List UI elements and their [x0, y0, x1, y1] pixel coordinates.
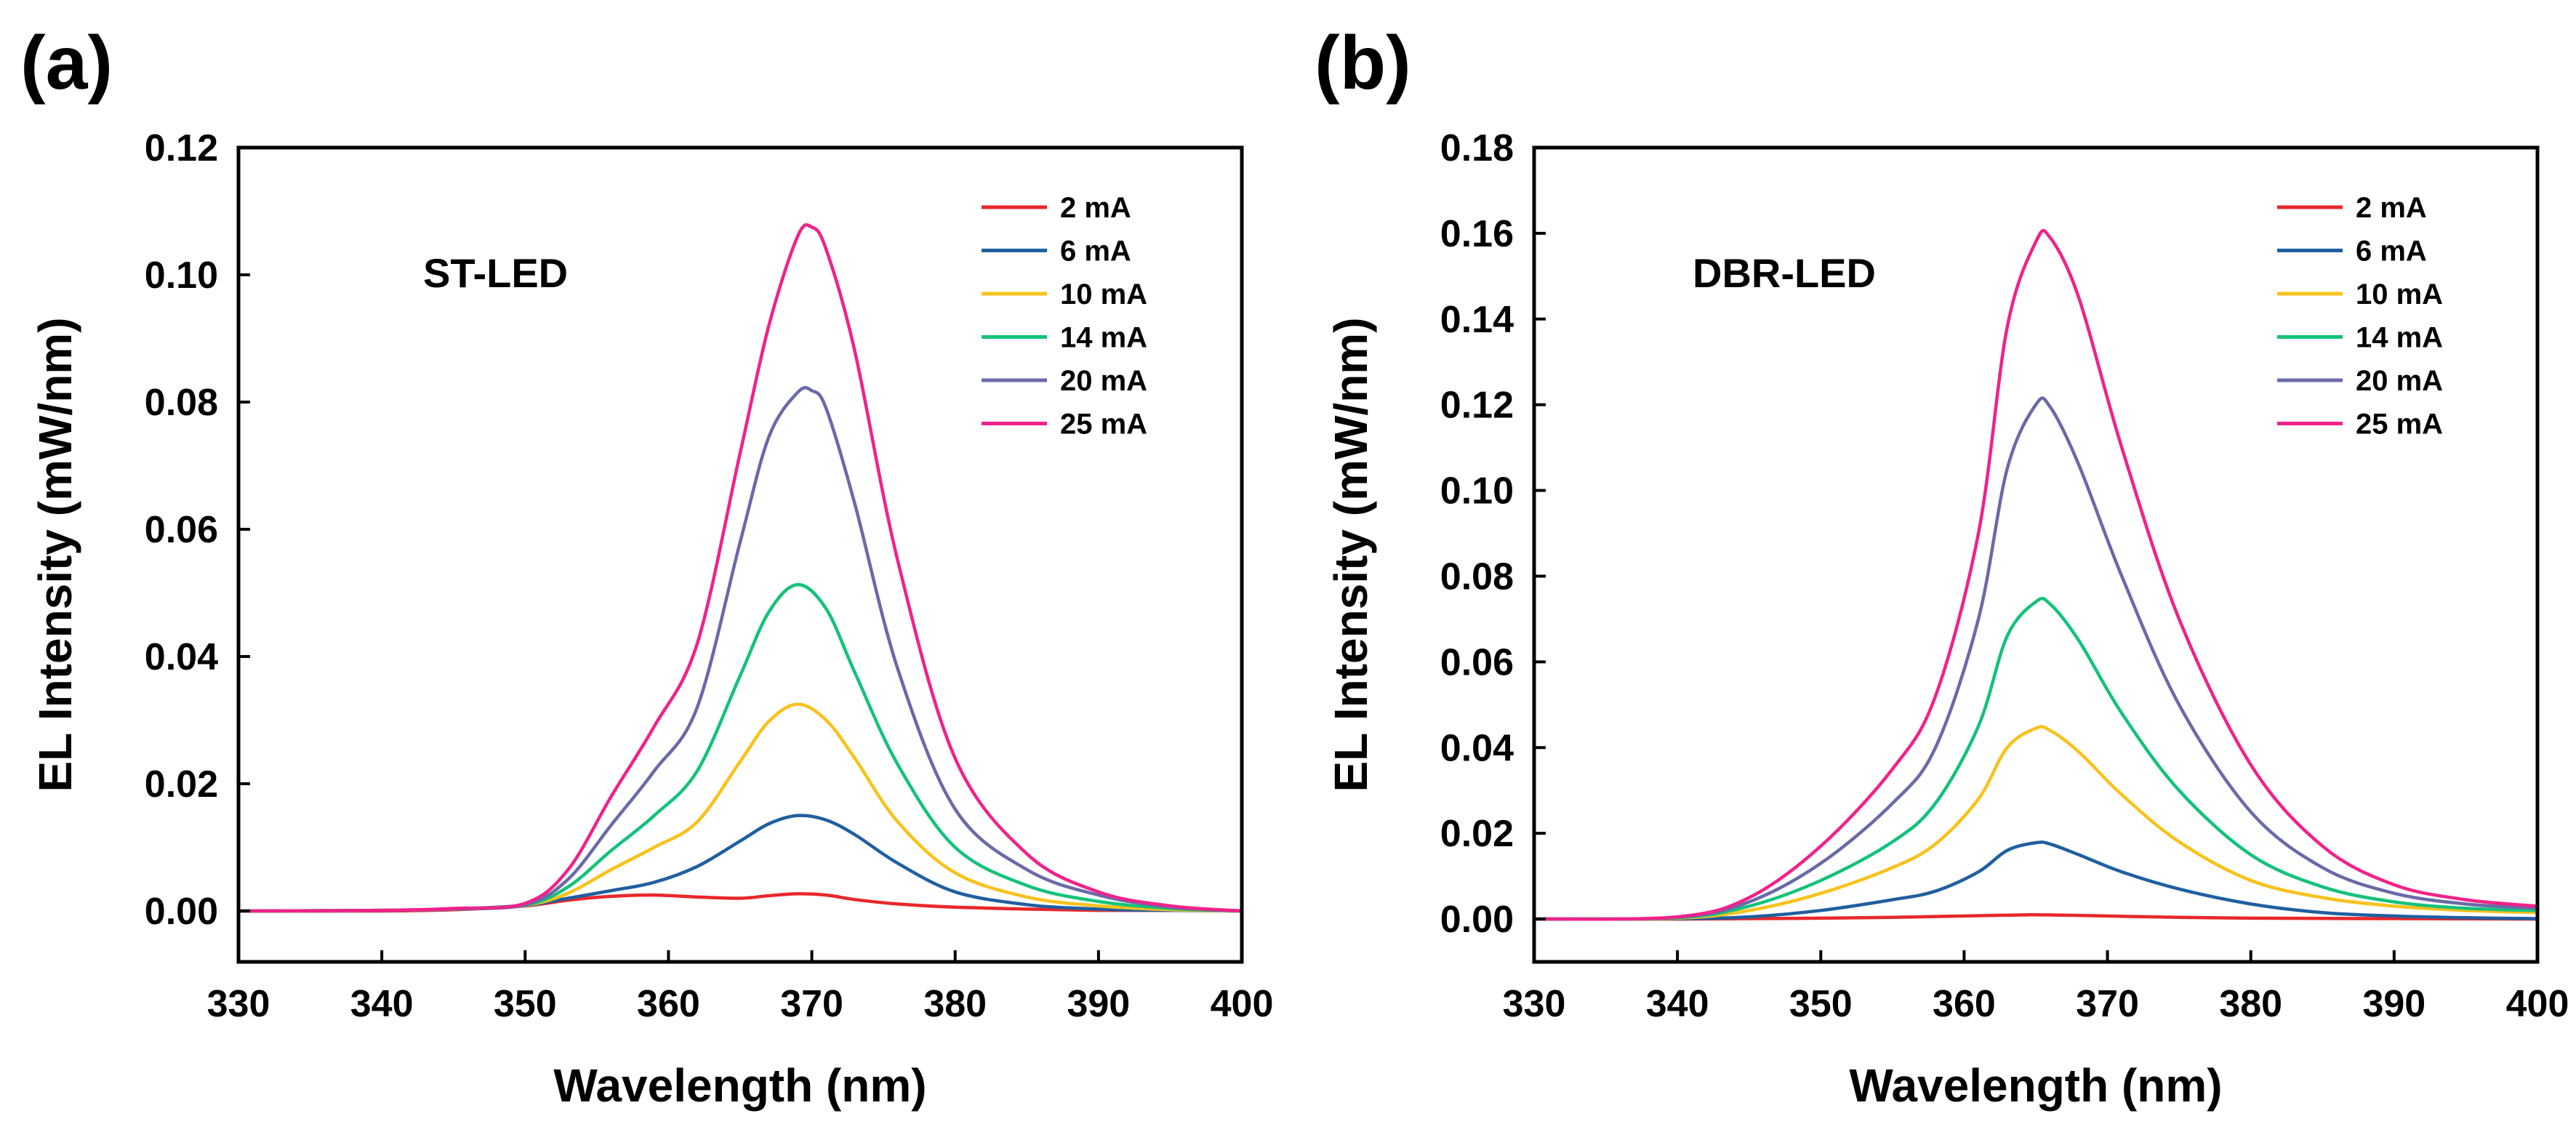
x-tick-label: 350: [1789, 983, 1853, 1025]
y-tick-label: 0.12: [145, 127, 218, 169]
series-line-10ma: [238, 702, 1242, 913]
plot-area: [238, 223, 1242, 913]
x-axis-title: Wavelength (nm): [553, 1059, 926, 1112]
x-tick-label: 340: [350, 983, 414, 1025]
x-tick-label: 340: [1646, 983, 1709, 1025]
legend-label: 6 mA: [2356, 236, 2427, 268]
legend-label: 14 mA: [2356, 322, 2443, 354]
plot-frame: [1532, 145, 2540, 964]
x-tick-label: 390: [2362, 983, 2425, 1025]
legend: 2 mA 6 mA 10 mA 14 mA 20 mA 25 mA: [982, 192, 1147, 441]
x-tick-label: 350: [494, 983, 557, 1025]
legend-label: 25 mA: [1060, 409, 1147, 441]
x-tick-label: 330: [207, 983, 270, 1025]
series-line-14ma: [238, 582, 1242, 913]
legend-label: 6 mA: [1060, 236, 1131, 268]
legend-label: 20 mA: [2356, 365, 2443, 397]
panel-label: (b): [1315, 21, 1411, 105]
y-tick-label: 0.04: [1440, 727, 1514, 769]
legend-label: 2 mA: [2356, 192, 2427, 224]
y-tick-label: 0.08: [1440, 555, 1514, 598]
x-tick-label: 400: [1211, 983, 1274, 1025]
y-tick-label: 0.00: [1440, 899, 1514, 941]
y-tick-label: 0.00: [145, 891, 218, 933]
series-line-25ma: [1534, 228, 2537, 921]
y-tick-label: 0.04: [145, 636, 218, 678]
x-axis-title: Wavelength (nm): [1849, 1059, 2222, 1112]
x-tick-label: 400: [2506, 983, 2569, 1025]
y-axis-title: EL Intensity (mW/nm): [1325, 317, 1377, 792]
y-tick-label: 0.08: [145, 382, 218, 424]
y-tick-label: 0.14: [1440, 299, 1514, 341]
device-annotation: ST-LED: [423, 250, 568, 296]
legend-label: 10 mA: [2356, 278, 2443, 310]
y-tick-label: 0.10: [1440, 470, 1514, 513]
y-tick-label: 0.16: [1440, 213, 1514, 255]
y-tick-label: 0.02: [1440, 813, 1514, 855]
series-line-6ma: [1534, 840, 2537, 921]
x-tick-label: 380: [2219, 983, 2282, 1025]
plot-frame: [236, 145, 1244, 964]
series-line-20ma: [238, 385, 1242, 913]
legend: 2 mA 6 mA 10 mA 14 mA 20 mA 25 mA: [2277, 192, 2443, 441]
panel-b: (b) 330 340 350 360 370 380 390 400 0.00 0.02 0.04 0…: [1315, 21, 2569, 1112]
device-annotation: DBR-LED: [1693, 250, 1876, 296]
y-tick-label: 0.12: [1440, 385, 1514, 427]
legend-label: 20 mA: [1060, 365, 1147, 397]
series-line-20ma: [1534, 396, 2537, 921]
y-tick-label: 0.06: [1440, 641, 1514, 683]
series-line-25ma: [238, 223, 1242, 913]
legend-label: 14 mA: [1060, 322, 1147, 354]
legend-label: 2 mA: [1060, 192, 1131, 224]
series-line-14ma: [1534, 596, 2537, 921]
series-line-10ma: [1534, 725, 2537, 921]
x-tick-label: 370: [2076, 983, 2139, 1025]
panel-a: (a) 330 340 350 360 370 380 390 400 0.00 0.02 0.04 0…: [20, 21, 1273, 1112]
y-tick-label: 0.02: [145, 763, 218, 806]
y-axis-title: EL Intensity (mW/nm): [29, 317, 81, 792]
x-tick-label: 360: [1933, 983, 1996, 1025]
x-tick-label: 380: [923, 983, 987, 1025]
legend-label: 10 mA: [1060, 278, 1147, 310]
plot-area: [1534, 228, 2537, 921]
x-tick-label: 370: [780, 983, 843, 1025]
x-tick-label: 360: [637, 983, 700, 1025]
x-tick-label: 330: [1503, 983, 1566, 1025]
y-tick-label: 0.06: [145, 509, 218, 551]
legend-label: 25 mA: [2356, 409, 2443, 441]
y-tick-label: 0.10: [145, 254, 218, 297]
panel-label: (a): [20, 21, 113, 105]
x-tick-label: 390: [1067, 983, 1130, 1025]
y-tick-label: 0.18: [1440, 127, 1514, 169]
